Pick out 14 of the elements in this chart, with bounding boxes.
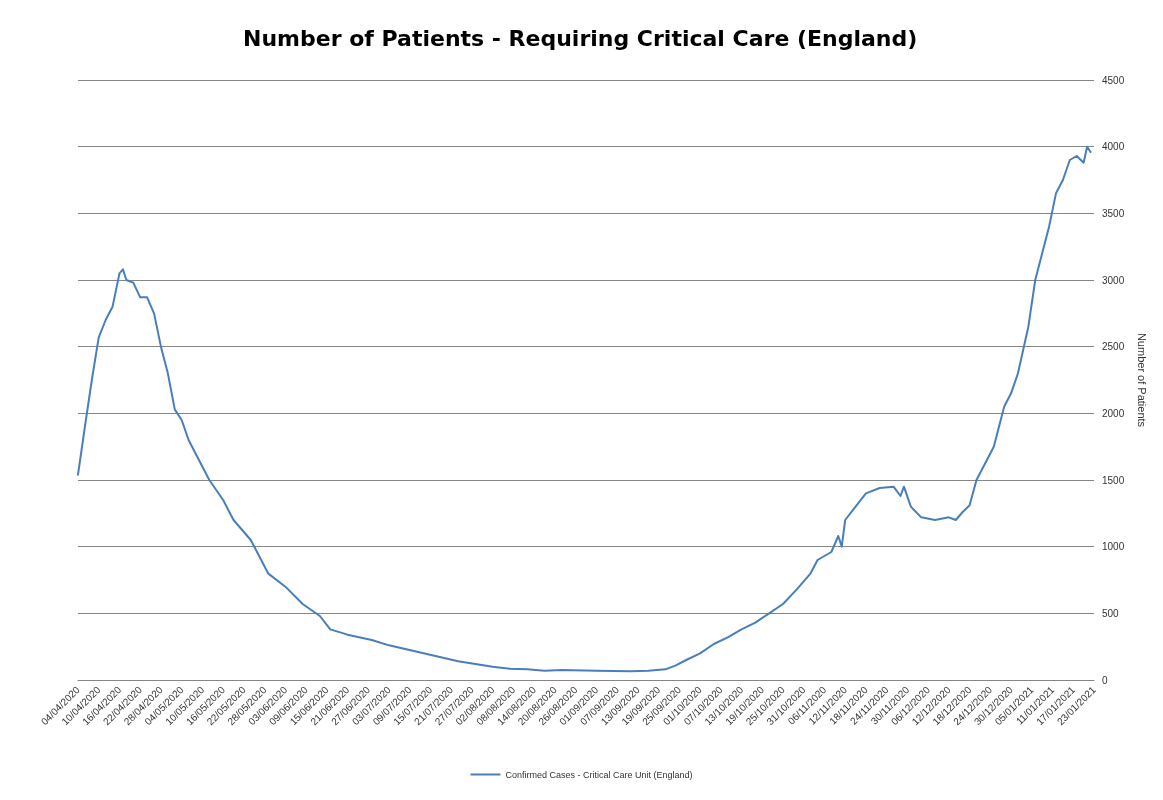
y-tick-label: 4500 xyxy=(1102,74,1125,86)
y-axis-title: Number of Patients xyxy=(1135,332,1148,428)
y-tick-label: 1500 xyxy=(1102,474,1125,486)
y-tick-label: 2500 xyxy=(1102,341,1125,353)
y-tick-label: 0 xyxy=(1102,674,1108,686)
chart-title: Number of Patients - Requiring Critical Care (England) xyxy=(243,25,918,51)
y-tick-label: 500 xyxy=(1102,607,1120,619)
y-tick-label: 2000 xyxy=(1102,407,1125,419)
y-tick-label: 3500 xyxy=(1102,207,1125,219)
legend-label: Confirmed Cases - Critical Care Unit (England) xyxy=(505,769,693,780)
y-tick-label: 3000 xyxy=(1102,274,1125,286)
y-tick-label: 1000 xyxy=(1102,541,1125,553)
y-tick-label: 4000 xyxy=(1102,141,1125,153)
line-series xyxy=(77,145,1092,673)
